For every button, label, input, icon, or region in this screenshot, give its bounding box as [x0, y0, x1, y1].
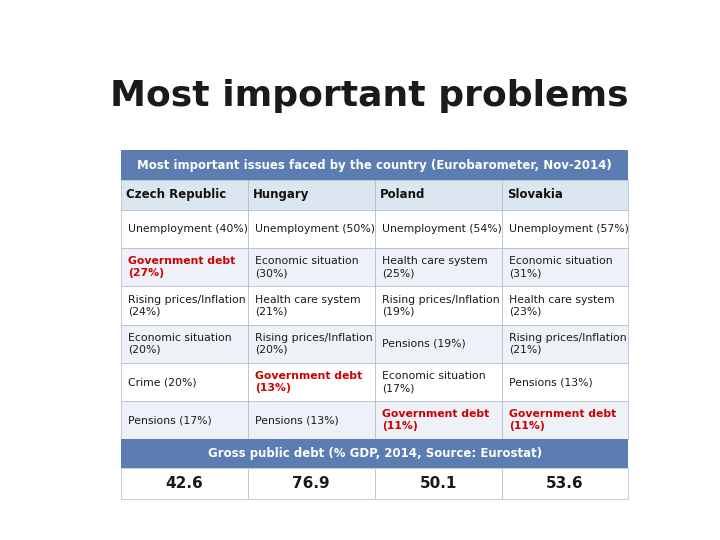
- Text: Crime (20%): Crime (20%): [128, 377, 197, 387]
- Text: Health care system
(21%): Health care system (21%): [255, 294, 361, 316]
- FancyBboxPatch shape: [374, 286, 502, 325]
- FancyBboxPatch shape: [502, 286, 629, 325]
- FancyBboxPatch shape: [248, 363, 374, 401]
- FancyBboxPatch shape: [248, 401, 374, 440]
- Text: Unemployment (57%): Unemployment (57%): [509, 224, 629, 234]
- Text: Government debt
(27%): Government debt (27%): [128, 256, 235, 278]
- Text: Pensions (17%): Pensions (17%): [128, 415, 212, 426]
- FancyBboxPatch shape: [121, 180, 248, 210]
- FancyBboxPatch shape: [374, 363, 502, 401]
- FancyBboxPatch shape: [502, 363, 629, 401]
- Text: 42.6: 42.6: [166, 476, 203, 491]
- FancyBboxPatch shape: [248, 468, 374, 499]
- FancyBboxPatch shape: [121, 440, 629, 468]
- Text: Rising prices/Inflation
(19%): Rising prices/Inflation (19%): [382, 294, 500, 316]
- FancyBboxPatch shape: [121, 286, 248, 325]
- Text: Unemployment (50%): Unemployment (50%): [255, 224, 375, 234]
- Text: Economic situation
(31%): Economic situation (31%): [509, 256, 613, 278]
- Text: 50.1: 50.1: [419, 476, 456, 491]
- Text: Gross public debt (% GDP, 2014, Source: Eurostat): Gross public debt (% GDP, 2014, Source: …: [207, 447, 541, 460]
- Text: Economic situation
(17%): Economic situation (17%): [382, 371, 485, 393]
- FancyBboxPatch shape: [374, 401, 502, 440]
- Text: 53.6: 53.6: [546, 476, 584, 491]
- Text: Unemployment (40%): Unemployment (40%): [128, 224, 248, 234]
- FancyBboxPatch shape: [374, 248, 502, 286]
- FancyBboxPatch shape: [248, 325, 374, 363]
- Text: Most important issues faced by the country (Eurobarometer, Nov-2014): Most important issues faced by the count…: [138, 159, 612, 172]
- FancyBboxPatch shape: [374, 180, 502, 210]
- Text: Pensions (13%): Pensions (13%): [255, 415, 338, 426]
- Text: Health care system
(25%): Health care system (25%): [382, 256, 487, 278]
- Text: Economic situation
(20%): Economic situation (20%): [128, 333, 232, 355]
- FancyBboxPatch shape: [121, 325, 248, 363]
- Text: Economic situation
(30%): Economic situation (30%): [255, 256, 359, 278]
- FancyBboxPatch shape: [502, 401, 629, 440]
- Text: Poland: Poland: [380, 188, 426, 201]
- FancyBboxPatch shape: [502, 210, 629, 248]
- FancyBboxPatch shape: [502, 180, 629, 210]
- FancyBboxPatch shape: [121, 248, 248, 286]
- Text: 76.9: 76.9: [292, 476, 330, 491]
- FancyBboxPatch shape: [248, 210, 374, 248]
- FancyBboxPatch shape: [248, 286, 374, 325]
- Text: Pensions (13%): Pensions (13%): [509, 377, 593, 387]
- FancyBboxPatch shape: [502, 248, 629, 286]
- Text: Government debt
(11%): Government debt (11%): [509, 409, 616, 431]
- FancyBboxPatch shape: [121, 150, 629, 180]
- FancyBboxPatch shape: [502, 325, 629, 363]
- Text: Government debt
(13%): Government debt (13%): [255, 371, 362, 393]
- FancyBboxPatch shape: [248, 180, 374, 210]
- Text: Czech Republic: Czech Republic: [126, 188, 227, 201]
- Text: Hungary: Hungary: [253, 188, 310, 201]
- Text: Pensions (19%): Pensions (19%): [382, 339, 466, 349]
- FancyBboxPatch shape: [121, 210, 248, 248]
- Text: Rising prices/Inflation
(24%): Rising prices/Inflation (24%): [128, 294, 246, 316]
- Text: Rising prices/Inflation
(21%): Rising prices/Inflation (21%): [509, 333, 626, 355]
- Text: Government debt
(11%): Government debt (11%): [382, 409, 489, 431]
- FancyBboxPatch shape: [502, 468, 629, 499]
- FancyBboxPatch shape: [374, 210, 502, 248]
- FancyBboxPatch shape: [248, 248, 374, 286]
- FancyBboxPatch shape: [374, 468, 502, 499]
- FancyBboxPatch shape: [121, 401, 248, 440]
- Text: Most important problems: Most important problems: [109, 79, 629, 113]
- FancyBboxPatch shape: [374, 325, 502, 363]
- Text: Rising prices/Inflation
(20%): Rising prices/Inflation (20%): [255, 333, 372, 355]
- FancyBboxPatch shape: [121, 468, 248, 499]
- FancyBboxPatch shape: [121, 363, 248, 401]
- Text: Unemployment (54%): Unemployment (54%): [382, 224, 502, 234]
- Text: Health care system
(23%): Health care system (23%): [509, 294, 614, 316]
- Text: Slovakia: Slovakia: [507, 188, 563, 201]
